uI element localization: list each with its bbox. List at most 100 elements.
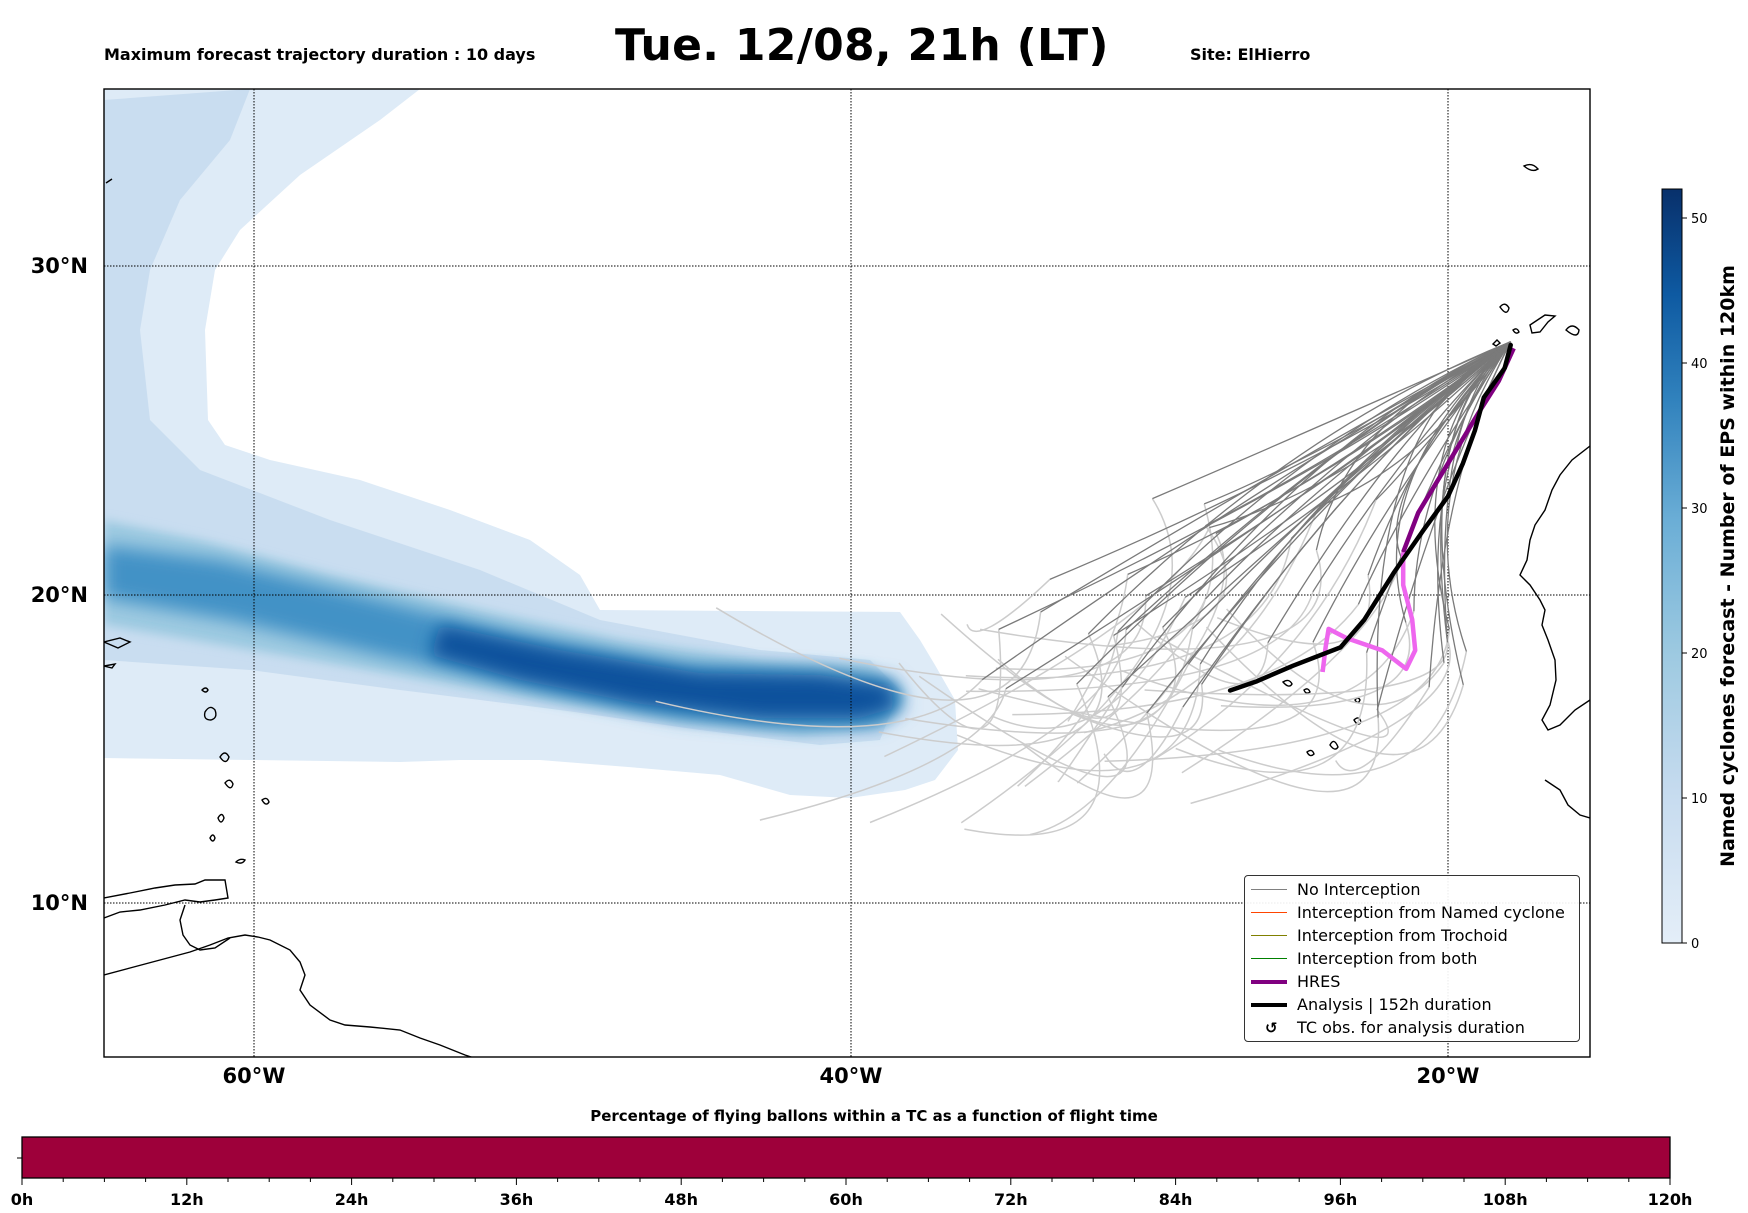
ensemble-track (1203, 341, 1512, 505)
ensemble-track (998, 341, 1512, 630)
bar-tick-label: 108h (1483, 1190, 1528, 1209)
ensemble-track (1312, 341, 1512, 643)
ensemble-track-faded (966, 578, 1051, 633)
lat-tick-label: 20°N (31, 583, 88, 607)
ensemble-track-faded (1175, 652, 1368, 774)
ensemble-track-faded (1069, 684, 1204, 738)
legend: No Interception Interception from Named … (1244, 875, 1580, 1042)
island-puerto-rico (104, 637, 132, 649)
ensemble-track-faded (940, 613, 1123, 719)
ensemble-track-faded (979, 549, 1322, 650)
legend-swatch (1251, 912, 1287, 913)
bar-tick-label: 120h (1648, 1190, 1693, 1209)
bar-tick-label: 72h (994, 1190, 1028, 1209)
legend-item-both: Interception from both (1245, 948, 1579, 971)
island-guadeloupe (203, 706, 217, 721)
legend-label: Interception from Named cyclone (1297, 903, 1565, 922)
coastline-trinidad-venezuela (104, 879, 229, 919)
ensemble-track-faded (978, 641, 1320, 732)
ensemble-track-faded (898, 629, 1002, 730)
ensemble-track (1040, 341, 1512, 613)
colorbar-tick-label: 10 (1691, 792, 1708, 807)
bar-tick-label: 36h (500, 1190, 534, 1209)
ensemble-track (1395, 341, 1512, 560)
island-barbados (234, 858, 247, 864)
header-line: Site: ElHierro (1190, 45, 1311, 64)
ensemble-track (1395, 341, 1512, 623)
legend-swatch (1251, 935, 1287, 936)
ensemble-track-faded (1121, 610, 1415, 706)
island-lesser-antilles-3 (224, 779, 234, 789)
chart-title: Tue. 12/08, 21h (LT) (615, 20, 1109, 71)
ensemble-track-faded (884, 527, 1210, 758)
legend-label: HRES (1297, 972, 1341, 991)
flight-time-bar: 0h 12h 24h 36h 48h 60h 72h 84h 96h 108h 120h (11, 1136, 1693, 1209)
ensemble-track-faded (655, 679, 983, 728)
island-bermuda-area (105, 178, 113, 184)
ensemble-track-faded (1022, 712, 1154, 799)
bar-tick-label: 48h (664, 1190, 698, 1209)
flight-time-bar-fill (21, 1136, 1671, 1179)
ensemble-track-faded (1226, 608, 1445, 706)
colorbar: 0 10 20 30 40 50 (1661, 188, 1708, 952)
ensemble-track-faded (1181, 558, 1403, 774)
lat-tick-label: 10°N (31, 891, 88, 915)
island-madeira (1522, 163, 1540, 172)
island-canary-1 (1499, 303, 1510, 313)
ensemble-track (1049, 341, 1512, 580)
legend-item-no-interception: No Interception (1245, 879, 1579, 902)
ensemble-track (1205, 341, 1512, 527)
bar-tick-label: 12h (170, 1190, 204, 1209)
ensemble-track (1428, 341, 1512, 688)
analysis-track (1227, 342, 1513, 693)
ensemble-track-faded (1216, 575, 1371, 645)
island-canary-gran (1565, 325, 1580, 336)
lon-tick-label: 20°W (1417, 1064, 1480, 1088)
ensemble-track (1290, 341, 1512, 539)
ensemble-track-faded (1076, 533, 1225, 784)
bar-tick-label: 60h (829, 1190, 863, 1209)
ensemble-track-faded (1136, 623, 1269, 685)
ensemble-track (1312, 341, 1512, 593)
island-small-1 (261, 797, 270, 805)
ensemble-track (1087, 341, 1511, 635)
island-antigua (201, 687, 209, 693)
island-cape-verde-1 (1281, 679, 1293, 687)
hres-track-late (1320, 552, 1418, 673)
island-lesser-antilles-4 (219, 752, 230, 763)
map-plot-area (104, 89, 1590, 1057)
density-band-peak (430, 625, 895, 718)
ensemble-track (1199, 341, 1512, 665)
map-frame (103, 88, 1591, 1058)
island-cape-verde-5 (1329, 740, 1339, 750)
ensemble-track-faded (878, 633, 1103, 747)
ensemble-track-faded (918, 675, 1128, 778)
lon-tick-label: 40°W (820, 1064, 883, 1088)
island-virgin (104, 662, 117, 669)
coastlines (104, 163, 1590, 1057)
island-canary-tenerife (1529, 314, 1557, 334)
ensemble-tracks-no-interception (981, 341, 1512, 718)
coastline-guyana-inlet (179, 904, 231, 951)
ensemble-track-faded (960, 498, 1174, 824)
bar-tick-label: 84h (1159, 1190, 1193, 1209)
legend-item-trochoid: Interception from Trochoid (1245, 925, 1579, 948)
ensemble-track (1121, 341, 1511, 688)
ensemble-track-faded (839, 595, 1147, 681)
island-canary-2 (1512, 328, 1520, 334)
ensemble-track-faded (759, 688, 1007, 821)
flight-time-bar-title: Percentage of flying ballons within a TC… (590, 1107, 1158, 1125)
ensemble-track-faded (1029, 663, 1190, 836)
header-line: Maximum forecast trajectory duration : 1… (104, 45, 536, 64)
ensemble-track-faded (992, 596, 1186, 729)
ensemble-track (1437, 341, 1512, 663)
lat-tick-label: 30°N (31, 254, 88, 278)
ensemble-track (1145, 341, 1512, 597)
cyclone-density-field (104, 89, 958, 798)
ensemble-track-faded (1218, 651, 1468, 776)
ensemble-track-faded (1017, 631, 1119, 787)
grid-lines (104, 89, 1590, 1057)
island-canary-hierro (1491, 339, 1502, 347)
coastline-south-america (104, 934, 474, 1057)
